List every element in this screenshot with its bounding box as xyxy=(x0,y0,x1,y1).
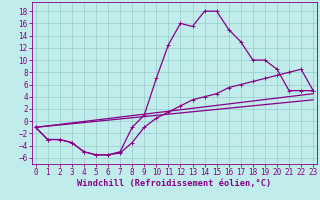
X-axis label: Windchill (Refroidissement éolien,°C): Windchill (Refroidissement éolien,°C) xyxy=(77,179,272,188)
